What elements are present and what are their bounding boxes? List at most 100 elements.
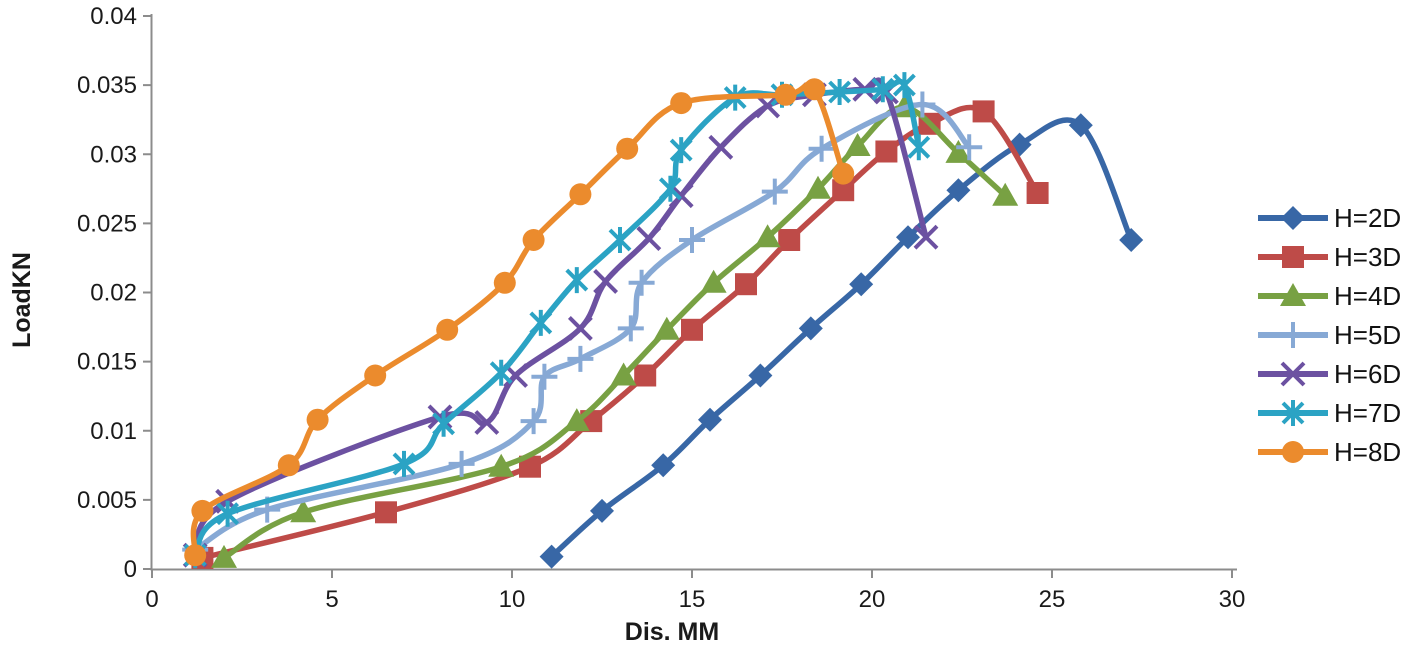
legend-item-h2d: H=2D bbox=[1256, 203, 1401, 233]
asterisk-marker bbox=[432, 410, 456, 437]
plus-marker bbox=[956, 134, 983, 161]
plus-marker bbox=[679, 227, 705, 253]
legend-item-h5d: H=5D bbox=[1256, 320, 1401, 350]
legend-key-h8d bbox=[1258, 441, 1328, 463]
y-tick-label: 0.005 bbox=[77, 487, 137, 514]
x-tick-label: 10 bbox=[499, 586, 526, 613]
diamond-marker bbox=[539, 544, 564, 569]
square-marker bbox=[972, 100, 995, 123]
legend-label-h3d: H=3D bbox=[1334, 242, 1402, 272]
asterisk-marker bbox=[565, 267, 589, 294]
plus-marker bbox=[520, 408, 547, 435]
legend-key-h4d bbox=[1258, 283, 1328, 306]
circle-marker bbox=[184, 544, 207, 567]
diamond-marker bbox=[798, 316, 823, 341]
legend-label-h8d: H=8D bbox=[1334, 437, 1402, 467]
axes: 0 5 10 15 20 25 30 0 0.005 0.01 0.015 0.02 0.025 0.03… bbox=[77, 3, 1245, 613]
y-tick-label: 0.035 bbox=[77, 72, 137, 99]
circle-marker bbox=[493, 271, 516, 294]
diamond-marker bbox=[590, 498, 614, 523]
chart-legend: H=2D H=3D H=4D H=5D H=6D H=7D H=8D bbox=[1256, 203, 1401, 476]
plus-marker bbox=[617, 315, 644, 342]
circle-marker bbox=[616, 137, 639, 160]
series-h4d bbox=[211, 94, 1019, 568]
x-tick-label: 15 bbox=[679, 586, 706, 613]
legend-item-h4d: H=4D bbox=[1256, 281, 1401, 311]
legend-item-h8d: H=8D bbox=[1256, 437, 1401, 467]
asterisk-marker bbox=[907, 134, 931, 161]
plus-marker bbox=[628, 269, 655, 296]
xmark-marker bbox=[567, 315, 593, 341]
plus-marker bbox=[448, 450, 475, 477]
xmark-marker bbox=[636, 226, 662, 252]
diamond-marker bbox=[698, 407, 722, 432]
circle-marker bbox=[364, 364, 387, 387]
x-tick-label: 20 bbox=[859, 586, 886, 613]
square-marker bbox=[519, 455, 541, 478]
circle-marker bbox=[306, 408, 329, 431]
asterisk-marker bbox=[669, 137, 693, 164]
square-marker bbox=[634, 364, 657, 387]
circle-marker bbox=[277, 454, 300, 477]
x-axis-title: Dis. MM bbox=[625, 618, 719, 646]
triangle-marker bbox=[992, 182, 1019, 206]
square-marker bbox=[1282, 246, 1304, 268]
diamond-marker bbox=[651, 453, 676, 478]
triangle-marker bbox=[805, 175, 831, 199]
legend-item-h6d: H=6D bbox=[1256, 359, 1401, 389]
x-tick-label: 30 bbox=[1219, 586, 1246, 613]
diamond-marker bbox=[1281, 206, 1305, 230]
plus-marker bbox=[1280, 322, 1306, 348]
diamond-marker bbox=[1068, 113, 1093, 138]
square-marker bbox=[1026, 182, 1049, 204]
circle-marker bbox=[569, 183, 592, 206]
plus-marker bbox=[531, 363, 558, 390]
legend-label-h6d: H=6D bbox=[1334, 359, 1402, 389]
legend-key-h5d bbox=[1258, 322, 1328, 348]
series-h7d bbox=[183, 72, 931, 569]
asterisk-marker bbox=[216, 500, 240, 527]
circle-marker bbox=[832, 162, 855, 185]
xmark-marker bbox=[1280, 361, 1306, 387]
x-tick-label: 25 bbox=[1039, 586, 1066, 613]
triangle-marker bbox=[653, 316, 680, 340]
y-tick-label: 0.03 bbox=[90, 141, 137, 168]
asterisk-marker bbox=[608, 227, 632, 253]
y-tick-label: 0.01 bbox=[90, 418, 137, 445]
xmark-marker bbox=[708, 134, 734, 160]
legend-label-h4d: H=4D bbox=[1334, 281, 1402, 311]
series-h8d bbox=[184, 78, 855, 567]
triangle-marker bbox=[488, 453, 515, 477]
triangle-marker bbox=[754, 224, 781, 248]
asterisk-marker bbox=[489, 359, 513, 386]
xmark-marker bbox=[474, 410, 500, 435]
asterisk-marker bbox=[828, 79, 852, 105]
plus-marker bbox=[808, 135, 835, 162]
asterisk-marker bbox=[871, 76, 895, 103]
y-tick-label: 0 bbox=[124, 556, 137, 583]
diamond-marker bbox=[896, 225, 920, 250]
plus-marker bbox=[909, 91, 936, 118]
diamond-marker bbox=[849, 272, 874, 297]
square-marker bbox=[778, 229, 801, 251]
triangle-marker bbox=[211, 544, 237, 568]
xmark-marker bbox=[593, 268, 619, 294]
asterisk-marker bbox=[1281, 400, 1305, 426]
xmark-marker bbox=[913, 224, 939, 250]
square-marker bbox=[875, 140, 898, 163]
y-tick-label: 0.04 bbox=[90, 3, 137, 30]
x-tick-label: 5 bbox=[325, 586, 338, 613]
y-tick-label: 0.02 bbox=[90, 280, 137, 307]
legend-key-h7d bbox=[1258, 400, 1328, 426]
diamond-marker bbox=[1119, 228, 1144, 252]
plus-marker bbox=[761, 178, 788, 205]
series-h2d bbox=[539, 113, 1144, 569]
circle-marker bbox=[522, 229, 545, 251]
xmark-marker bbox=[427, 404, 453, 430]
x-tick-label: 0 bbox=[145, 586, 158, 613]
circle-marker bbox=[774, 83, 797, 106]
asterisk-marker bbox=[892, 72, 916, 99]
legend-item-h3d: H=3D bbox=[1256, 242, 1401, 272]
diamond-marker bbox=[748, 363, 773, 388]
